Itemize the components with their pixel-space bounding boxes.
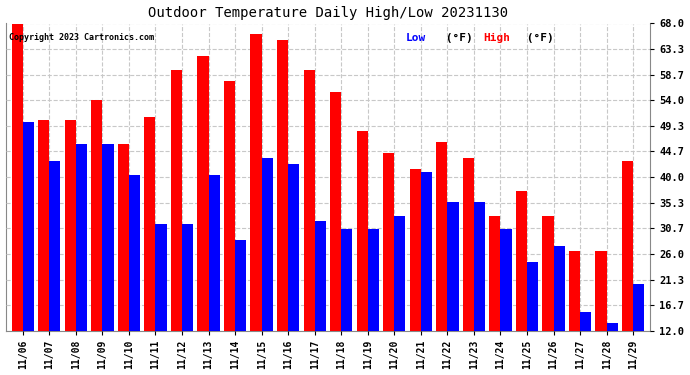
Text: (°F): (°F): [520, 33, 554, 43]
Bar: [12, 24, 23, 331]
Bar: [91, 100, 102, 331]
Bar: [155, 224, 167, 331]
Bar: [315, 221, 326, 331]
Text: Low: Low: [405, 33, 426, 43]
Bar: [410, 169, 421, 331]
Text: Copyright 2023 Cartronics.com: Copyright 2023 Cartronics.com: [9, 33, 154, 42]
Bar: [342, 230, 353, 331]
Bar: [474, 202, 485, 331]
Bar: [463, 158, 474, 331]
Bar: [65, 120, 76, 331]
Bar: [197, 57, 208, 331]
Bar: [607, 323, 618, 331]
Bar: [144, 117, 155, 331]
Bar: [580, 312, 591, 331]
Bar: [500, 230, 511, 331]
Text: High: High: [483, 33, 510, 43]
Bar: [489, 216, 500, 331]
Bar: [23, 122, 34, 331]
Bar: [368, 230, 379, 331]
Bar: [76, 144, 87, 331]
Bar: [383, 153, 394, 331]
Bar: [277, 40, 288, 331]
Bar: [102, 144, 114, 331]
Bar: [553, 246, 564, 331]
Bar: [224, 81, 235, 331]
Bar: [542, 216, 553, 331]
Bar: [171, 70, 182, 331]
Bar: [394, 216, 406, 331]
Text: (°F): (°F): [439, 33, 473, 43]
Bar: [357, 130, 368, 331]
Bar: [38, 120, 50, 331]
Bar: [208, 174, 219, 331]
Bar: [304, 70, 315, 331]
Bar: [330, 92, 342, 331]
Bar: [595, 251, 607, 331]
Bar: [516, 191, 527, 331]
Bar: [182, 224, 193, 331]
Bar: [447, 202, 459, 331]
Bar: [250, 34, 262, 331]
Bar: [421, 172, 432, 331]
Title: Outdoor Temperature Daily High/Low 20231130: Outdoor Temperature Daily High/Low 20231…: [148, 6, 508, 20]
Bar: [622, 161, 633, 331]
Bar: [569, 251, 580, 331]
Bar: [129, 174, 140, 331]
Bar: [633, 284, 644, 331]
Bar: [118, 144, 129, 331]
Bar: [288, 164, 299, 331]
Bar: [262, 158, 273, 331]
Bar: [436, 142, 447, 331]
Bar: [50, 161, 61, 331]
Bar: [235, 240, 246, 331]
Bar: [527, 262, 538, 331]
